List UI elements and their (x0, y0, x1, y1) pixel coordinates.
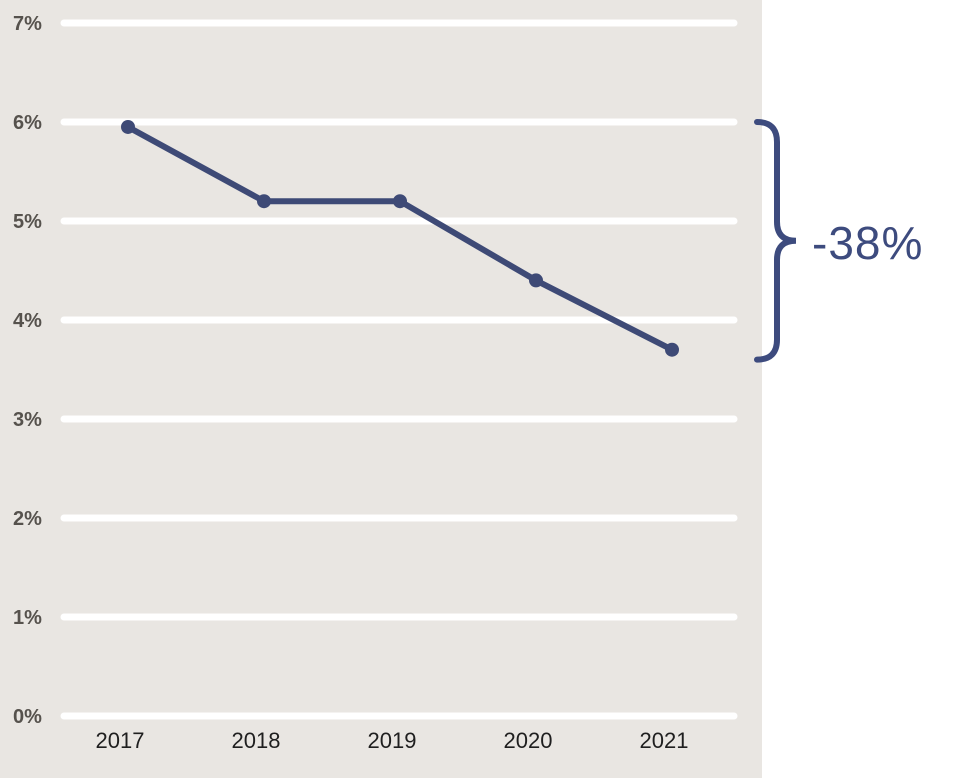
data-point-2018 (257, 194, 271, 209)
y-axis-tick-label: 0% (13, 706, 42, 728)
y-axis-tick-label: 1% (13, 607, 42, 629)
data-point-2021 (665, 342, 679, 357)
data-point-2017 (121, 119, 135, 134)
x-axis-tick-label: 2021 (640, 728, 689, 753)
x-axis-tick-label: 2017 (96, 728, 145, 753)
plot-panel (0, 0, 762, 778)
y-axis-tick-label: 6% (13, 112, 42, 134)
x-axis-tick-label: 2018 (232, 728, 281, 753)
data-point-2019 (393, 194, 407, 209)
annotation-label: -38% (812, 217, 923, 269)
curly-brace-icon (754, 119, 797, 363)
data-point-2020 (529, 273, 543, 288)
y-axis-tick-label: 4% (13, 310, 42, 332)
y-axis-tick-label: 7% (13, 13, 42, 35)
y-axis-tick-label: 5% (13, 211, 42, 233)
y-axis-tick-label: 2% (13, 508, 42, 530)
y-axis-tick-label: 3% (13, 409, 42, 431)
x-axis-tick-label: 2019 (368, 728, 417, 753)
x-axis-tick-label: 2020 (504, 728, 553, 753)
